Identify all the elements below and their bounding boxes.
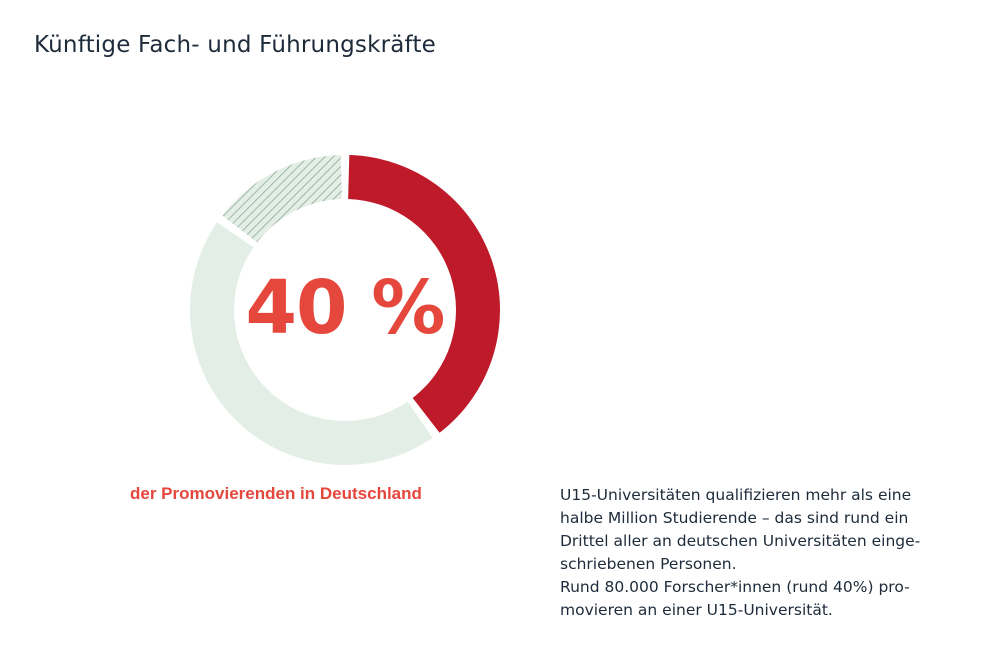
- paragraph-line: movieren an einer U15-Universität.: [560, 601, 833, 619]
- description-paragraph: U15-Universitäten qualifizieren mehr als…: [560, 484, 980, 622]
- paragraph-line: U15-Universitäten qualifizieren mehr als…: [560, 486, 912, 504]
- paragraph-line: halbe Million Studierende – das sind run…: [560, 509, 909, 527]
- center-value: 40 %: [245, 265, 446, 351]
- donut-slice-2: [222, 155, 342, 243]
- donut-slice-0: [348, 155, 500, 433]
- paragraph-line: Rund 80.000 Forscher*innen (rund 40%) pr…: [560, 578, 910, 596]
- chart-caption: der Promovierenden in Deutschland: [130, 484, 422, 503]
- donut-slice-1: [189, 222, 433, 466]
- paragraph-line: Drittel aller an deutschen Universitäten…: [560, 532, 921, 550]
- page-title: Künftige Fach- und Führungskräfte: [34, 32, 437, 58]
- paragraph-line: schriebenen Personen.: [560, 555, 737, 573]
- donut-chart: [189, 155, 500, 466]
